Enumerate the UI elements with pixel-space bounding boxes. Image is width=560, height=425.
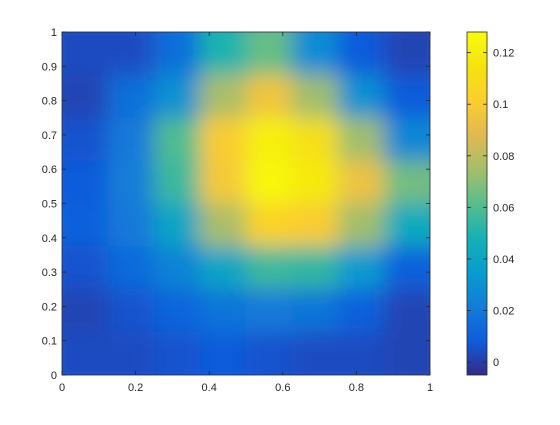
x-tick-label: 0.2: [128, 382, 143, 394]
heatmap-cell: [246, 203, 293, 247]
heatmap-cell: [246, 332, 293, 375]
heatmap-cell: [62, 289, 109, 333]
heatmap-cell: [246, 32, 293, 76]
heatmap-cell: [154, 32, 201, 76]
heatmap-cell: [292, 74, 339, 119]
heatmap-cell: [384, 332, 430, 375]
y-tick-label: 0.6: [42, 164, 57, 176]
heatmap-cell: [292, 332, 339, 375]
heatmap-cell: [246, 289, 293, 333]
y-tick-label: 0.1: [42, 336, 57, 348]
heatmap-cell: [108, 117, 155, 162]
heatmap-cell: [338, 32, 385, 76]
heatmap-cell: [154, 74, 201, 119]
heatmap-cell: [292, 32, 339, 76]
heatmap-cell: [292, 246, 339, 290]
heatmap-cell: [338, 332, 385, 375]
y-tick-label: 0.9: [42, 61, 57, 73]
heatmap-cell: [292, 160, 339, 204]
heatmap-cell: [200, 74, 247, 119]
heatmap-cells: [62, 32, 430, 375]
colorbar-tick-label: 0.08: [493, 151, 514, 163]
heatmap-cell: [200, 289, 247, 333]
y-tick-label: 0.8: [42, 96, 57, 108]
heatmap-cell: [108, 32, 155, 76]
heatmap-cell: [338, 74, 385, 119]
heatmap-cell: [108, 289, 155, 333]
heatmap-cell: [384, 117, 430, 162]
heatmap-cell: [292, 203, 339, 247]
heatmap-cell: [246, 117, 293, 162]
y-tick-label: 0.3: [42, 267, 57, 279]
plot-area: [62, 32, 430, 375]
heatmap-cell: [154, 332, 201, 375]
heatmap-cell: [200, 332, 247, 375]
colorbar-frame: [466, 31, 488, 376]
heatmap-cell: [62, 203, 109, 247]
heatmap-cell: [246, 160, 293, 204]
heatmap-cell: [108, 246, 155, 290]
colorbar-tick-label: 0.04: [493, 254, 514, 266]
heatmap-cell: [62, 32, 109, 76]
heatmap-cell: [200, 32, 247, 76]
heatmap-cell: [154, 289, 201, 333]
heatmap-cell: [108, 203, 155, 247]
x-tick-label: 0.4: [202, 382, 217, 394]
heatmap-cell: [154, 203, 201, 247]
heatmap-cell: [200, 246, 247, 290]
heatmap-cell: [292, 117, 339, 162]
heatmap-cell: [338, 289, 385, 333]
heatmap-cell: [62, 246, 109, 290]
colorbar-tick-label: 0.02: [493, 306, 514, 318]
heatmap-cell: [62, 117, 109, 162]
heatmap-cell: [154, 246, 201, 290]
heatmap-cell: [338, 246, 385, 290]
colorbar-tick-label: 0.06: [493, 202, 514, 214]
heatmap-cell: [338, 160, 385, 204]
heatmap-cell: [384, 74, 430, 119]
colorbar-gradient: [467, 32, 487, 375]
heatmap-cell: [384, 203, 430, 247]
heatmap-cell: [62, 332, 109, 375]
colorbar: 0 0.02 0.04 0.06 0.08 0.1 0.12: [466, 31, 514, 376]
heatmap-cell: [338, 203, 385, 247]
colorbar-tick-label: 0.1: [493, 99, 508, 111]
heatmap-cell: [338, 117, 385, 162]
x-tick-label: 0.8: [349, 382, 364, 394]
heatmap-cell: [108, 160, 155, 204]
colorbar-tick-label: 0.12: [493, 48, 514, 60]
heatmap-cell: [200, 160, 247, 204]
heatmap-cell: [154, 160, 201, 204]
x-axis: 0 0.2 0.4 0.6 0.8 1: [59, 32, 433, 394]
y-tick-label: 0.4: [42, 233, 57, 245]
heatmap-cell: [246, 246, 293, 290]
heatmap-cell: [200, 203, 247, 247]
y-tick-label: 1: [51, 27, 57, 39]
heatmap-cell: [154, 117, 201, 162]
heatmap-cell: [108, 74, 155, 119]
y-tick-label: 0.7: [42, 130, 57, 142]
colorbar-tick-label: 0: [493, 357, 499, 369]
heatmap-cell: [108, 332, 155, 375]
heatmap-cell: [292, 289, 339, 333]
heatmap-cell: [384, 289, 430, 333]
heatmap-cell: [384, 32, 430, 76]
y-tick-label: 0.5: [42, 199, 57, 211]
heatmap-cell: [200, 117, 247, 162]
y-tick-label: 0: [51, 370, 57, 382]
x-tick-label: 1: [427, 382, 433, 394]
x-tick-label: 0: [59, 382, 65, 394]
heatmap-cell: [246, 74, 293, 119]
y-axis: 0 0.1 0.2 0.3 0.4 0.5 0.6 0.7 0.8 0.9 1: [42, 27, 430, 382]
x-tick-label: 0.6: [275, 382, 290, 394]
heatmap-cell: [62, 74, 109, 119]
y-tick-label: 0.2: [42, 301, 57, 313]
heatmap-cell: [62, 160, 109, 204]
heatmap-cell: [384, 160, 430, 204]
heatmap-cell: [384, 246, 430, 290]
